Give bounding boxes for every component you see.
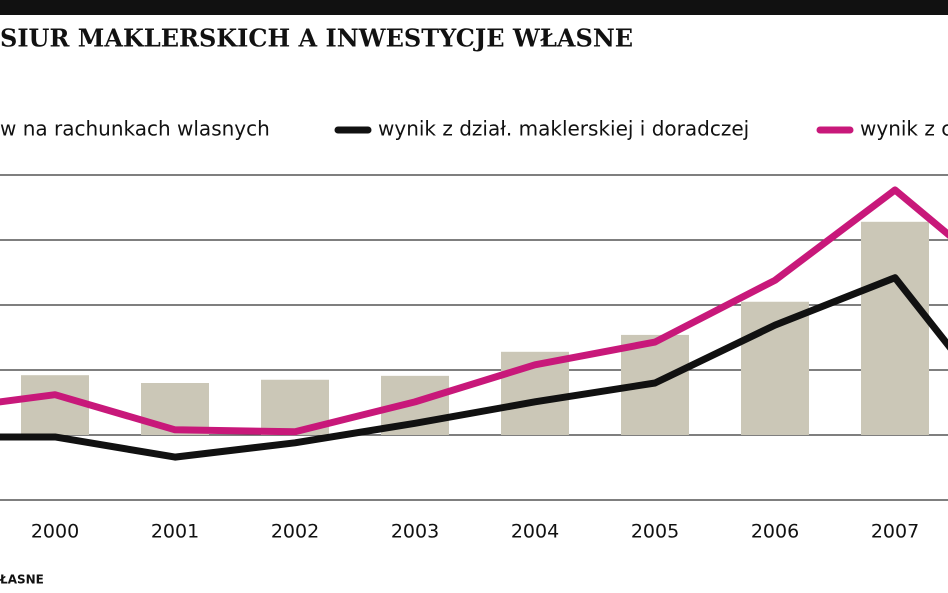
x-tick-label: 2004 xyxy=(511,521,559,543)
bar xyxy=(861,221,929,435)
line xyxy=(0,274,948,461)
legend-label: wynik z c xyxy=(860,117,948,141)
x-tick-label: 2002 xyxy=(271,521,319,543)
x-tick-label: 2000 xyxy=(31,521,79,543)
line xyxy=(0,186,948,436)
legend-label: wynik z dział. maklerskiej i doradczej xyxy=(378,117,749,141)
source: ŁASNE xyxy=(0,573,44,587)
x-tick-label: 2001 xyxy=(151,521,199,543)
chart-title: SIUR MAKLERSKICH A INWESTYCJE WŁASNE xyxy=(0,24,633,53)
top-bar xyxy=(0,0,948,15)
x-tick-label: 2007 xyxy=(871,521,919,543)
bar xyxy=(21,375,89,435)
x-tick-label: 2005 xyxy=(631,521,679,543)
x-tick-label: 2003 xyxy=(391,521,439,543)
legend-label: w na rachunkach wlasnych xyxy=(0,117,270,141)
x-tick-label: 2006 xyxy=(751,521,799,543)
